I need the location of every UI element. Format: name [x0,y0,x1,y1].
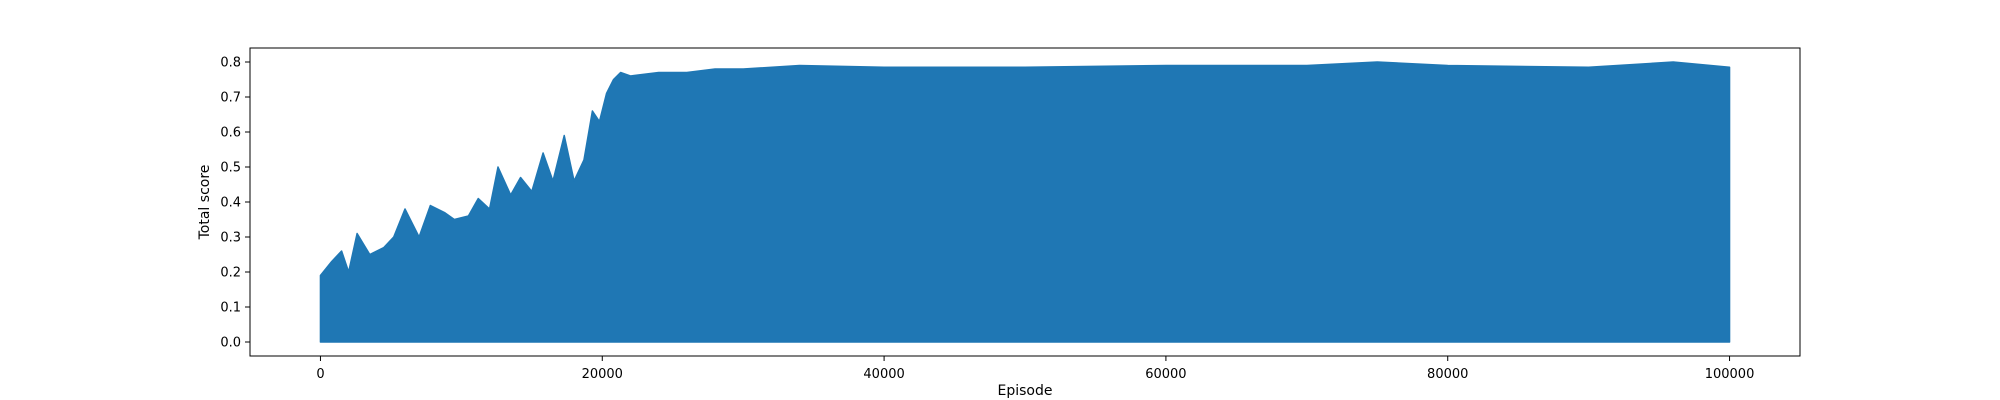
x-tick-label: 100000 [1705,367,1755,382]
y-tick-label: 0.3 [220,231,241,246]
x-tick-label: 80000 [1427,367,1468,382]
y-tick-label: 0.7 [220,91,241,106]
y-tick-label: 0.4 [220,196,241,211]
y-tick-label: 0.6 [220,126,241,141]
x-axis: 0 20000 40000 60000 80000 100000 [316,356,1754,382]
x-tick-label: 20000 [582,367,623,382]
y-tick-label: 0.2 [220,266,241,281]
y-tick-label: 0.1 [220,301,241,316]
x-axis-label: Episode [998,383,1053,399]
series-0-band [319,61,1731,343]
x-tick-label: 40000 [863,367,904,382]
x-tick-label: 0 [316,367,324,382]
y-axis-label: Total score [197,165,213,241]
x-tick-label: 60000 [1145,367,1186,382]
y-tick-label: 0.8 [220,56,241,71]
y-tick-label: 0.0 [220,336,241,351]
y-tick-label: 0.5 [220,161,241,176]
y-axis: 0.0 0.1 0.2 0.3 0.4 0.5 0.6 0.7 0.8 [220,56,250,351]
series-layer [319,61,1731,343]
